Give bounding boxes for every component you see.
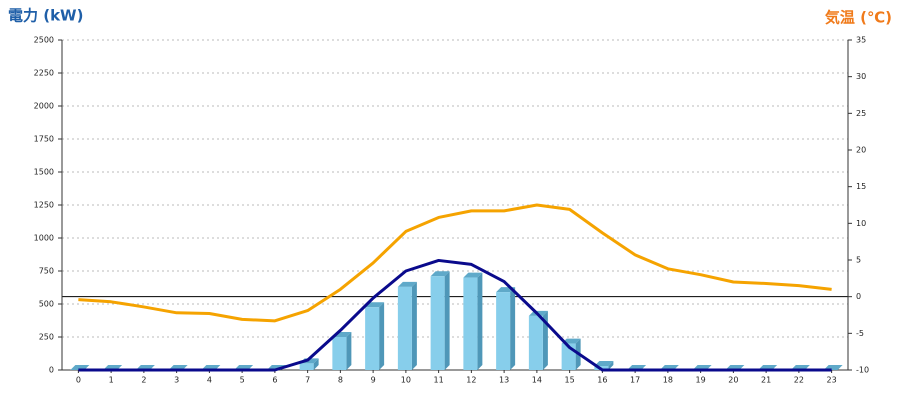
y2-tick-label: -10 (856, 366, 869, 375)
x-tick-label: 10 (401, 376, 411, 385)
x-tick-label: 4 (207, 376, 212, 385)
line-series (78, 258, 832, 372)
line-series (78, 203, 832, 323)
y-tick-label: 2250 (34, 69, 54, 78)
x-tick-label: 16 (597, 376, 607, 385)
y-tick-label: 1000 (34, 234, 54, 243)
x-tick-label: 12 (466, 376, 476, 385)
x-tick-label: 20 (728, 376, 738, 385)
y-tick-label: 0 (49, 366, 54, 375)
x-tick-label: 7 (305, 376, 310, 385)
y2-tick-label: 0 (856, 292, 861, 301)
y2-tick-label: 30 (856, 72, 866, 81)
y-tick-label: 250 (39, 333, 54, 342)
x-tick-label: 19 (696, 376, 706, 385)
x-tick-label: 22 (794, 376, 804, 385)
x-tick-label: 18 (663, 376, 673, 385)
bar-top (365, 302, 385, 308)
bar-side (346, 332, 352, 370)
x-tick-label: 3 (174, 376, 179, 385)
bar (496, 292, 511, 370)
y-tick-label: 2000 (34, 102, 54, 111)
bar-side (477, 272, 483, 370)
y2-tick-label: 25 (856, 109, 866, 118)
bar-side (313, 358, 319, 370)
x-tick-label: 21 (761, 376, 771, 385)
x-tick-label: 11 (434, 376, 444, 385)
bar (430, 276, 445, 370)
bar-side (379, 302, 385, 370)
y-tick-label: 1750 (34, 135, 54, 144)
x-tick-label: 5 (240, 376, 245, 385)
y2-tick-label: 35 (856, 36, 866, 45)
x-tick-label: 13 (499, 376, 509, 385)
y2-title: 気温 (℃) (825, 9, 892, 27)
bar (332, 337, 347, 370)
x-tick-label: 17 (630, 376, 640, 385)
y-tick-label: 750 (39, 267, 54, 276)
x-tick-label: 15 (565, 376, 575, 385)
x-tick-label: 9 (371, 376, 376, 385)
bar-side (542, 310, 548, 370)
bar (365, 307, 380, 370)
x-tick-label: 8 (338, 376, 343, 385)
bar-side (411, 281, 417, 370)
x-tick-label: 1 (109, 376, 114, 385)
bar (299, 363, 314, 370)
bar-side (444, 271, 450, 370)
y2-tick-label: 10 (856, 219, 866, 228)
y2-tick-label: -5 (856, 329, 864, 338)
x-tick-label: 6 (272, 376, 277, 385)
x-tick-label: 0 (76, 376, 81, 385)
y-tick-label: 1250 (34, 201, 54, 210)
bar-top (463, 272, 483, 278)
chart-title: 電力 (kW) (8, 7, 83, 25)
y2-tick-label: 20 (856, 146, 866, 155)
y-tick-label: 2500 (34, 36, 54, 45)
x-tick-label: 14 (532, 376, 542, 385)
bar (528, 315, 543, 370)
bar (463, 277, 478, 370)
y-tick-label: 500 (39, 300, 54, 309)
bar-side (510, 287, 516, 370)
bar-top (397, 281, 417, 287)
x-tick-label: 23 (827, 376, 837, 385)
bar (397, 286, 412, 370)
y2-tick-label: 15 (856, 182, 866, 191)
bar-top (594, 361, 614, 367)
y-tick-label: 1500 (34, 168, 54, 177)
bar-side (608, 361, 614, 370)
bar-top (430, 271, 450, 277)
x-tick-label: 2 (141, 376, 146, 385)
y2-tick-label: 5 (856, 256, 861, 265)
